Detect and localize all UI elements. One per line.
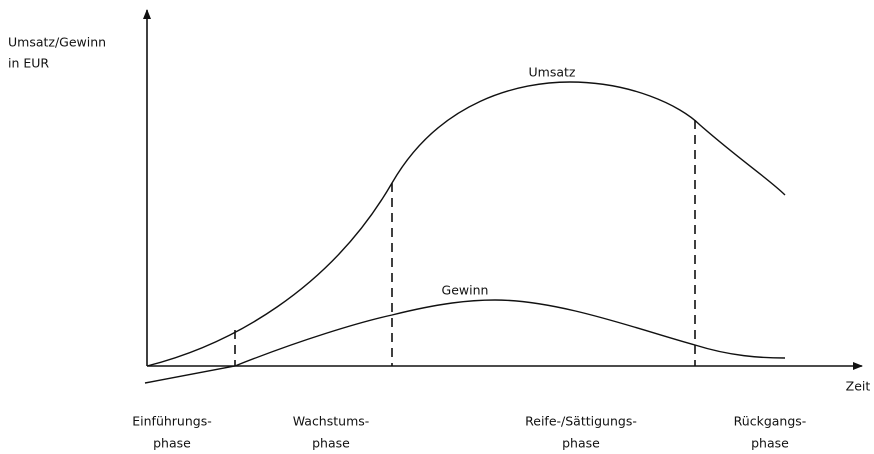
phase-label: Einführungs- (132, 414, 211, 429)
phase-label: Rückgangs- (734, 414, 807, 429)
curve-label: Gewinn (442, 283, 489, 298)
y-axis-label: in EUR (8, 56, 49, 71)
curve-label: Umsatz (529, 65, 576, 80)
phase-label: phase (312, 436, 350, 451)
phase-label: phase (751, 436, 789, 451)
phase-label: phase (562, 436, 600, 451)
gewinn-curve (144, 299, 786, 384)
phase-label: phase (153, 436, 191, 451)
x-axis-label: Zeit (846, 379, 871, 394)
phase-label: Reife-/Sättigungs- (525, 414, 637, 429)
umsatz-curve (146, 81, 786, 367)
phase-label: Wachstums- (293, 414, 370, 429)
y-axis-label: Umsatz/Gewinn (8, 35, 106, 50)
